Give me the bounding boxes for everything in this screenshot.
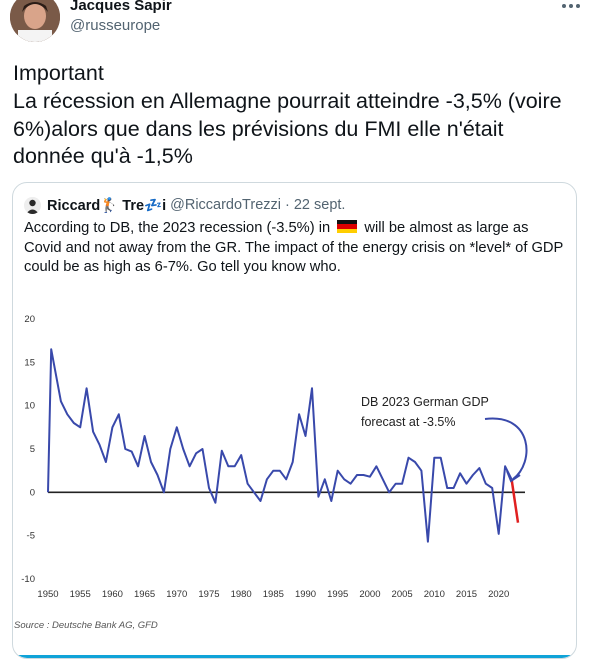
x-tick-label: 1980 bbox=[231, 589, 252, 600]
x-tick-label: 2020 bbox=[488, 589, 509, 600]
y-tick-label: -10 bbox=[21, 574, 35, 585]
y-tick-label: 10 bbox=[24, 401, 35, 412]
quoted-author-avatar[interactable] bbox=[24, 196, 41, 214]
y-tick-label: 15 bbox=[24, 357, 35, 368]
quoted-tweet-text: According to DB, the 2023 recession (-3.… bbox=[24, 219, 569, 278]
x-tick-label: 2010 bbox=[424, 589, 445, 600]
y-tick-label: -5 bbox=[27, 531, 35, 542]
more-options-icon[interactable] bbox=[558, 0, 584, 16]
quoted-author-name[interactable]: Riccard🏌️ Tre💤i bbox=[47, 197, 167, 214]
quoted-tweet-header: Riccard🏌️ Tre💤i @RiccardoTrezzi · 22 sep… bbox=[24, 195, 345, 215]
x-tick-label: 2000 bbox=[359, 589, 380, 600]
x-tick-label: 1970 bbox=[166, 589, 187, 600]
card-bottom-accent bbox=[13, 655, 576, 658]
annotation-arrow bbox=[484, 417, 528, 480]
x-tick-label: 1965 bbox=[134, 589, 155, 600]
x-tick-label: 1995 bbox=[327, 589, 348, 600]
gdp-chart[interactable]: 20 15 10 5 0 -5 -10 1950 1955 1960 1965 1970 1975 19… bbox=[13, 303, 576, 643]
series-line-gdp bbox=[47, 348, 513, 543]
x-tick-label: 1990 bbox=[295, 589, 316, 600]
germany-flag-icon bbox=[337, 220, 358, 233]
chart-source: Source : Deutsche Bank AG, GFD bbox=[14, 620, 158, 631]
quoted-author-handle[interactable]: @RiccardoTrezzi bbox=[170, 197, 281, 213]
quoted-text-before-flag: According to DB, the 2023 recession (-3.… bbox=[24, 220, 331, 236]
quoted-text-after-flag: will be almost as large as Covid and not… bbox=[24, 220, 564, 275]
x-tick-label: 2015 bbox=[456, 589, 477, 600]
quoted-avatar-image bbox=[24, 196, 41, 214]
y-tick-label: 5 bbox=[30, 444, 35, 455]
y-tick-label: 20 bbox=[24, 314, 35, 325]
author-handle[interactable]: @russeurope bbox=[70, 17, 161, 34]
quoted-date[interactable]: · 22 sept. bbox=[285, 197, 346, 213]
annotation-arrowhead bbox=[506, 470, 521, 483]
quoted-tweet-card[interactable]: Riccard🏌️ Tre💤i @RiccardoTrezzi · 22 sep… bbox=[12, 182, 577, 659]
author-name[interactable]: Jacques Sapir bbox=[70, 0, 172, 14]
y-tick-label: 0 bbox=[30, 487, 35, 498]
x-tick-label: 1955 bbox=[70, 589, 91, 600]
tweet-text: Important La récession en Allemagne pour… bbox=[13, 61, 562, 169]
series-line-forecast bbox=[510, 479, 520, 523]
chart-annotation-line-2: forecast at -3.5% bbox=[361, 415, 456, 429]
x-tick-label: 1950 bbox=[37, 589, 58, 600]
x-tick-label: 2005 bbox=[392, 589, 413, 600]
x-tick-label: 1960 bbox=[102, 589, 123, 600]
x-tick-label: 1975 bbox=[198, 589, 219, 600]
author-avatar[interactable] bbox=[10, 0, 60, 42]
author-avatar-image bbox=[10, 0, 60, 42]
chart-annotation-line-1: DB 2023 German GDP bbox=[361, 395, 489, 409]
x-tick-label: 1985 bbox=[263, 589, 284, 600]
